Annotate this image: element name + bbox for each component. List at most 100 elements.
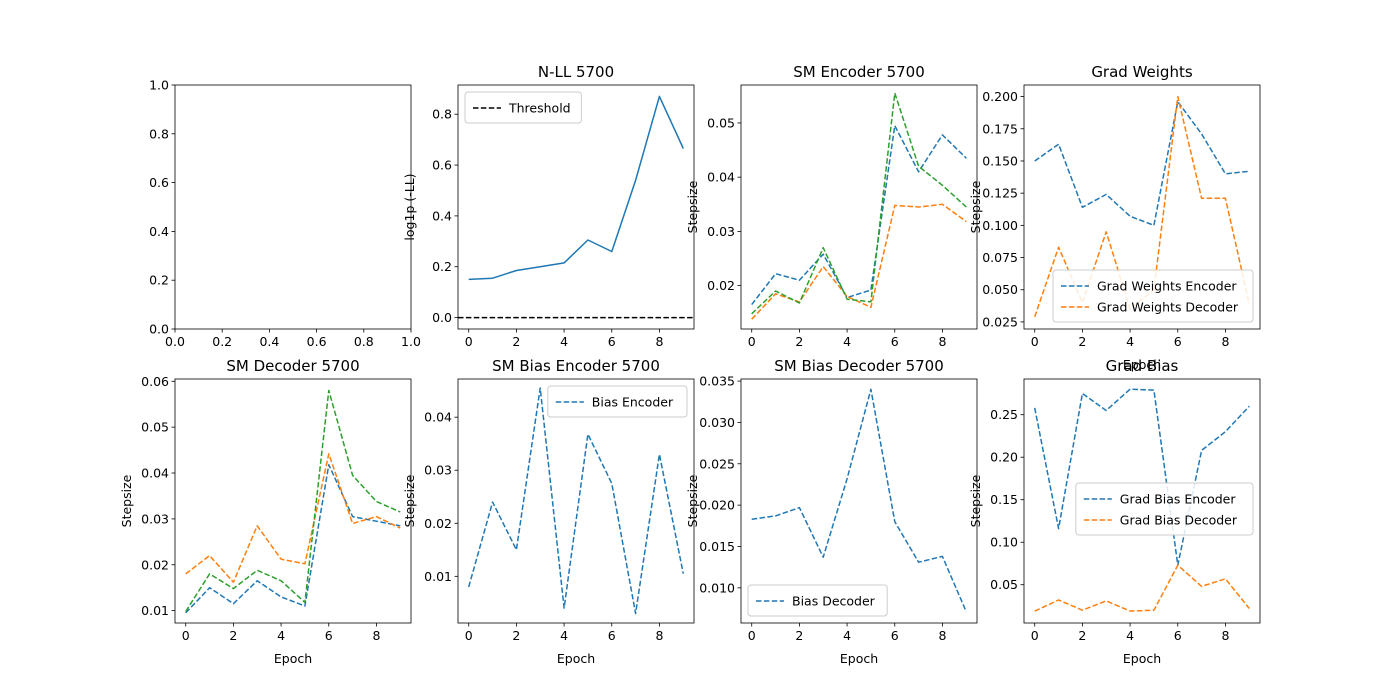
x-axis-label: Epoch [557,651,595,666]
axes-frame [457,84,695,330]
x-tick-label: 8 [655,334,663,349]
y-axis-label: Stepsize [685,474,700,527]
legend-box [464,91,582,124]
legend-label: Grad Bias Encoder [1120,492,1237,507]
x-axis-label: Epoch [274,651,312,666]
y-tick-label: 0.050 [982,282,1018,297]
y-tick-label: 0.035 [699,374,735,389]
axes-frame [740,378,978,624]
legend: Bias Decoder [747,584,888,617]
y-tick-label: 0.0 [432,310,452,325]
x-tick-label: 2 [1078,334,1086,349]
x-tick-label: 8 [655,628,663,643]
chart-title: SM Bias Decoder 5700 [774,357,944,375]
x-tick-label: 2 [512,628,520,643]
y-axis-label: log1p (-LL) [402,173,417,240]
x-tick-label: 6 [1174,334,1182,349]
legend: Threshold [464,91,582,124]
legend-box [747,584,888,617]
x-tick-label: 4 [843,628,851,643]
y-tick-label: 0.20 [990,450,1018,465]
series-line [1033,388,1250,566]
y-tick-label: 0.10 [990,535,1018,550]
y-tick-label: 0.010 [699,580,735,595]
y-tick-label: 0.04 [707,170,735,185]
subplot-7: 0 2 4 6 8 0.010 0.015 0.020 0.025 0.030 0.035 SM Bi… [685,357,978,666]
subplot-6: 0 2 4 6 8 0.01 0.02 0.03 0.04 SM Bias Encoder 570… [402,357,695,666]
y-tick-label: 0.02 [141,557,169,572]
x-tick-label: 8 [938,334,946,349]
y-axis-label: Stepsize [402,474,417,527]
legend-box [547,385,688,418]
x-tick-label: 6 [891,334,899,349]
y-tick-label: 0.6 [432,158,452,173]
x-tick-label: 4 [843,334,851,349]
y-tick-label: 0.4 [432,208,452,223]
y-tick-label: 0.8 [149,126,169,141]
chart-title: SM Decoder 5700 [226,357,359,375]
series-line [1034,100,1250,227]
y-tick-label: 0.2 [149,273,169,288]
axes-frame [174,84,412,330]
x-tick-label: 6 [1174,628,1182,643]
y-tick-label: 0.03 [424,463,452,478]
legend: Bias Encoder [547,385,688,418]
x-tick-label: 0.6 [307,334,327,349]
series-line [468,95,684,281]
y-tick-label: 0.175 [982,121,1018,136]
axes-frame [1023,378,1261,624]
x-tick-label: 4 [560,628,568,643]
y-tick-label: 0.05 [141,420,169,435]
x-tick-label: 4 [1126,334,1134,349]
x-axis-label: Epoch [1123,651,1161,666]
axes-frame [740,84,978,330]
x-tick-label: 4 [560,334,568,349]
subplot-5: 0 2 4 6 8 0.01 0.02 0.03 0.04 0.05 0.06 SM Decoder … [119,357,412,666]
x-tick-label: 2 [229,628,237,643]
x-tick-label: 4 [1126,628,1134,643]
x-tick-label: 1.0 [401,334,421,349]
y-axis-label: Stepsize [685,180,700,233]
y-tick-label: 0.0 [149,322,169,337]
legend-label: Bias Decoder [792,594,876,609]
y-tick-label: 0.04 [141,466,169,481]
y-tick-label: 0.01 [424,569,452,584]
x-tick-label: 6 [325,628,333,643]
x-tick-label: 8 [1221,628,1229,643]
x-tick-label: 0 [748,628,756,643]
y-tick-label: 1.0 [149,78,169,93]
legend-box [1075,482,1254,536]
x-tick-label: 8 [938,628,946,643]
y-tick-label: 0.01 [141,603,169,618]
legend-label: Grad Weights Decoder [1097,300,1239,315]
y-tick-label: 0.02 [707,278,735,293]
chart-title: SM Bias Encoder 5700 [492,357,660,375]
y-tick-label: 0.030 [699,415,735,430]
y-tick-label: 0.100 [982,218,1018,233]
x-tick-label: 2 [795,628,803,643]
y-tick-label: 0.025 [699,456,735,471]
x-tick-label: 0.4 [259,334,279,349]
legend: Grad Bias Encoder Grad Bias Decoder [1075,482,1254,536]
chart-title: Grad Weights [1091,63,1193,81]
series-line [751,124,967,306]
subplot-3: 0 2 4 6 8 0.02 0.03 0.04 0.05 SM Encoder 5700 Step… [685,63,978,349]
x-axis-label: Epoch [1123,357,1161,372]
y-tick-label: 0.15 [990,492,1018,507]
legend: Grad Weights Encoder Grad Weights Decoder [1052,269,1254,323]
y-tick-label: 0.03 [707,224,735,239]
series-line [751,388,967,613]
series-line [467,387,685,615]
y-tick-label: 0.6 [149,175,169,190]
y-tick-label: 0.015 [699,539,735,554]
x-tick-label: 0 [1031,334,1039,349]
subplot-4: 0 2 4 6 8 0.025 0.050 0.075 0.100 0.125 0.150 0.175… [968,63,1261,372]
axes-frame [174,378,412,624]
legend-label: Grad Bias Decoder [1120,513,1238,528]
y-tick-label: 0.125 [982,186,1018,201]
y-axis-label: Stepsize [119,474,134,527]
x-tick-label: 0 [1031,628,1039,643]
y-tick-label: 0.200 [982,89,1018,104]
y-tick-label: 0.04 [424,410,452,425]
y-tick-label: 0.025 [982,314,1018,329]
